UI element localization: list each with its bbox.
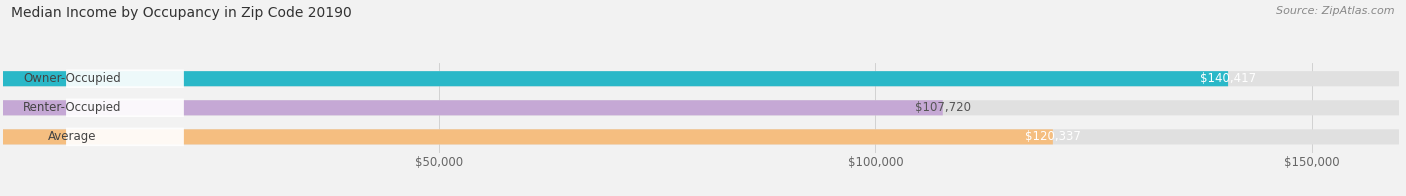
FancyBboxPatch shape: [66, 99, 184, 117]
FancyBboxPatch shape: [3, 100, 943, 115]
FancyBboxPatch shape: [66, 128, 184, 146]
Text: Owner-Occupied: Owner-Occupied: [24, 72, 121, 85]
FancyBboxPatch shape: [3, 129, 1399, 144]
Text: Average: Average: [48, 130, 97, 143]
Text: $107,720: $107,720: [915, 101, 970, 114]
Text: $140,417: $140,417: [1201, 72, 1256, 85]
Text: $120,337: $120,337: [1025, 130, 1081, 143]
Text: Median Income by Occupancy in Zip Code 20190: Median Income by Occupancy in Zip Code 2…: [11, 6, 352, 20]
Text: Source: ZipAtlas.com: Source: ZipAtlas.com: [1277, 6, 1395, 16]
FancyBboxPatch shape: [3, 71, 1227, 86]
Text: Renter-Occupied: Renter-Occupied: [24, 101, 122, 114]
FancyBboxPatch shape: [66, 69, 184, 88]
FancyBboxPatch shape: [3, 100, 1399, 115]
FancyBboxPatch shape: [3, 71, 1399, 86]
FancyBboxPatch shape: [3, 129, 1053, 144]
